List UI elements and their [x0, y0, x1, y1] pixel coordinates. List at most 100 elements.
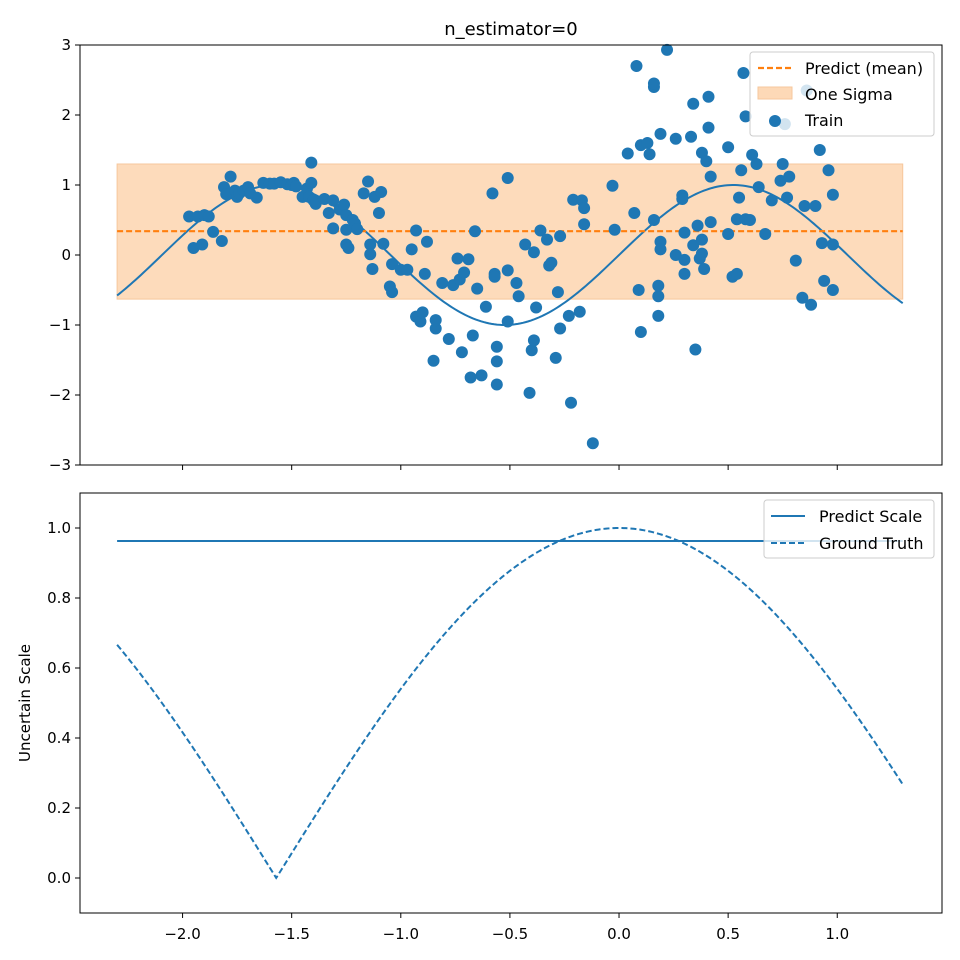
- train-point-142: [678, 267, 691, 280]
- train-point-189: [822, 164, 835, 177]
- train-point-92: [501, 172, 514, 184]
- train-point-36: [327, 222, 340, 235]
- train-point-178: [781, 191, 794, 204]
- train-point-102: [541, 233, 554, 246]
- train-point-75: [455, 346, 468, 359]
- train-point-170: [746, 148, 759, 161]
- train-point-187: [815, 237, 828, 250]
- train-point-135: [654, 127, 667, 140]
- train-point-32: [309, 197, 322, 210]
- train-point-185: [809, 200, 822, 212]
- train-point-188: [818, 274, 831, 287]
- bottom-y-tick-label: 0.6: [47, 659, 71, 677]
- train-point-172: [752, 181, 765, 194]
- train-point-134: [654, 243, 667, 256]
- train-point-64: [416, 306, 429, 319]
- bottom-x-tick-label: 0.0: [607, 925, 631, 943]
- train-point-29: [305, 176, 318, 189]
- train-point-25: [290, 180, 303, 193]
- train-point-132: [652, 309, 665, 322]
- train-point-50: [366, 263, 379, 275]
- train-point-128: [647, 77, 660, 90]
- train-point-65: [418, 267, 431, 280]
- train-point-150: [695, 247, 708, 260]
- train-point-96: [523, 386, 536, 399]
- bottom-x-ticks: −2.0 −1.5 −1.0 −0.5 0.0 0.5 1.0: [164, 913, 849, 943]
- train-point-47: [362, 175, 375, 188]
- train-point-104: [545, 256, 558, 269]
- bottom-panel: 0.00.20.40.60.81.0 −2.0 −1.5 −1.0 −0.5 0.0 0.…: [16, 492, 943, 943]
- train-point-94: [512, 290, 525, 303]
- train-point-90: [501, 264, 514, 277]
- top-y-tick-label: 0: [61, 246, 71, 264]
- bottom-x-tick-label: 0.5: [716, 925, 740, 943]
- train-point-191: [826, 238, 839, 251]
- train-point-80: [468, 225, 481, 238]
- train-point-30: [305, 156, 318, 169]
- train-point-99: [527, 246, 540, 259]
- train-point-157: [704, 170, 717, 183]
- train-point-192: [826, 284, 839, 296]
- train-point-166: [737, 67, 750, 79]
- train-point-57: [386, 258, 399, 271]
- train-point-98: [527, 334, 540, 347]
- train-point-0: [183, 210, 196, 223]
- train-point-46: [357, 187, 370, 200]
- bottom-x-tick-label: 1.0: [825, 925, 849, 943]
- top-y-tick-label: −1: [49, 316, 71, 334]
- train-point-125: [641, 137, 654, 149]
- train-point-136: [661, 43, 674, 56]
- train-point-182: [798, 200, 811, 212]
- train-point-123: [634, 326, 647, 338]
- train-point-112: [573, 305, 586, 318]
- top-x-ticks: [182, 465, 838, 470]
- train-point-101: [534, 224, 547, 237]
- train-point-111: [567, 193, 580, 206]
- bottom-y-axis-label: Uncertain Scale: [16, 644, 34, 762]
- bottom-legend-box: [763, 499, 935, 559]
- top-y-tick-label: 3: [61, 36, 71, 54]
- train-point-83: [479, 300, 492, 313]
- train-point-158: [704, 216, 717, 229]
- train-point-121: [630, 60, 643, 72]
- train-point-78: [464, 371, 477, 384]
- train-point-86: [488, 270, 501, 283]
- train-point-42: [342, 242, 355, 254]
- train-point-87: [490, 340, 503, 353]
- train-point-49: [364, 248, 377, 261]
- train-point-190: [826, 188, 839, 201]
- top-y-tick-label: −3: [49, 456, 71, 474]
- bottom-y-tick-label: 0.4: [47, 729, 71, 747]
- train-point-59: [401, 263, 414, 276]
- train-point-131: [652, 279, 665, 292]
- train-point-93: [510, 277, 523, 289]
- train-point-164: [733, 191, 746, 204]
- train-point-48: [364, 238, 377, 251]
- train-point-160: [722, 228, 735, 240]
- bottom-y-tick-label: 0.2: [47, 799, 71, 817]
- train-point-154: [700, 155, 713, 168]
- bottom-y-tick-label: 0.0: [47, 869, 71, 887]
- train-point-61: [410, 224, 423, 237]
- train-point-181: [796, 291, 809, 304]
- train-point-143: [678, 253, 691, 266]
- train-point-91: [501, 315, 514, 328]
- train-point-3: [196, 238, 209, 251]
- legend-ground-truth-label: Ground Truth: [819, 534, 924, 553]
- top-chart-title: n_estimator=0: [444, 19, 578, 40]
- train-point-105: [549, 351, 562, 364]
- ground-truth-line: [116, 527, 904, 880]
- legend-train-label: Train: [804, 111, 843, 130]
- train-point-66: [420, 235, 433, 248]
- train-point-145: [687, 97, 700, 110]
- train-point-63: [414, 315, 427, 328]
- train-point-17: [250, 191, 263, 204]
- train-point-146: [687, 239, 700, 252]
- top-legend: Predict (mean) One Sigma Train: [749, 51, 935, 137]
- train-point-138: [669, 132, 682, 145]
- train-point-184: [805, 298, 818, 311]
- train-point-45: [351, 223, 364, 236]
- train-point-60: [405, 243, 418, 256]
- legend-one-sigma-label: One Sigma: [805, 85, 893, 104]
- train-point-54: [377, 237, 390, 250]
